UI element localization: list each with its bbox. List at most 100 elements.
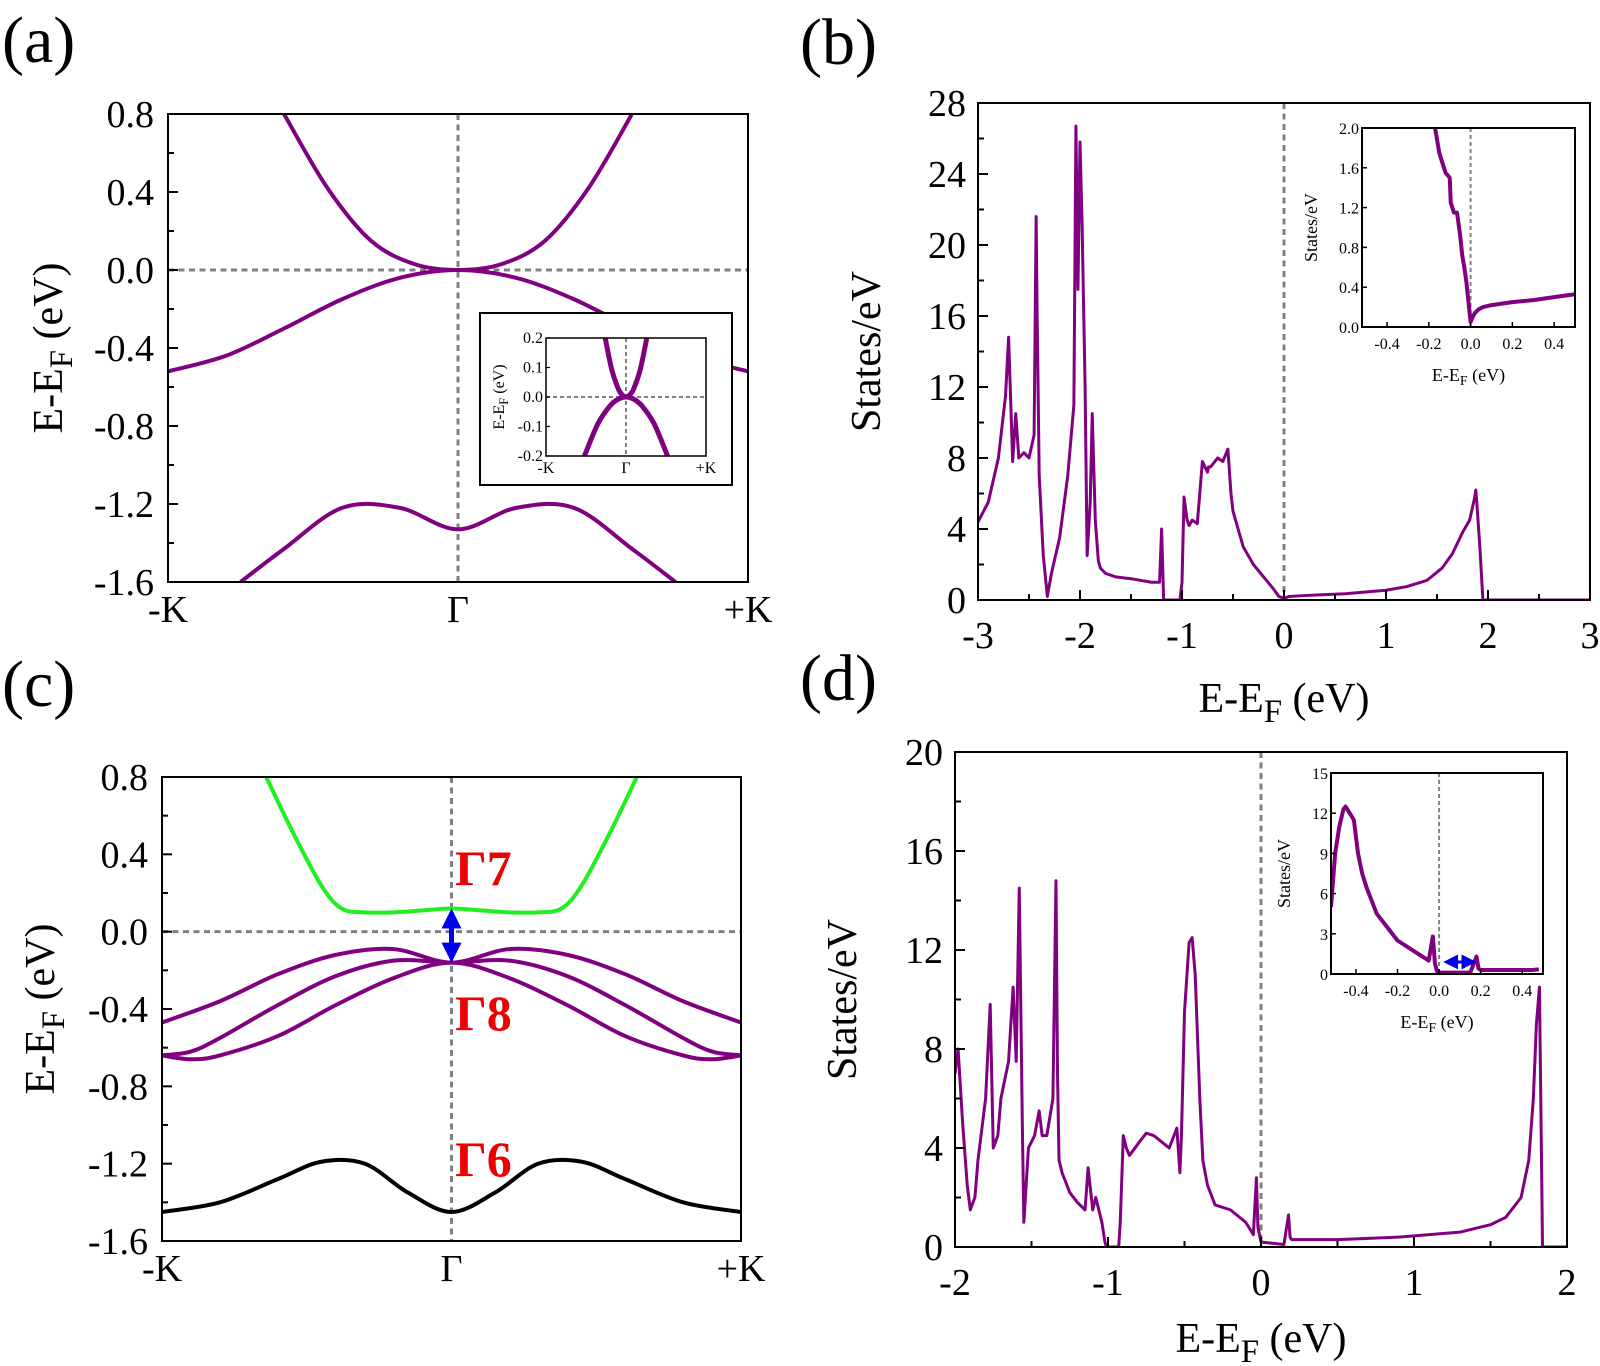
panel-c-label-gamma6: Γ6	[455, 1131, 512, 1187]
panel-c-ytick-label: -1.6	[88, 1221, 148, 1263]
panel-b-inset-ytick-label: 0.0	[1339, 320, 1359, 337]
panel-a-band-structure: 0.80.40.0-0.4-0.8-1.2-1.6-K Γ +KE-EF (eV) 0…	[26, 94, 773, 631]
panel-b-xtick-label: 0	[1275, 615, 1294, 657]
panel-a-ytick-label: 0.8	[107, 94, 155, 136]
panel-d-y-axis-title: States/eV	[820, 919, 866, 1080]
panel-c-ytick-label: 0.8	[101, 757, 149, 799]
panel-a-xtick-label: +K	[724, 589, 773, 631]
panel-a-xtick-label: Γ	[447, 589, 469, 631]
panel-d-inset-x-axis-title: E-EF (eV)	[1400, 1012, 1473, 1036]
panel-c-label-gamma7: Γ7	[455, 840, 512, 896]
panel-a-y-axis-title: E-EF (eV)	[26, 263, 80, 434]
panel-b-inset-dos-curve	[1433, 128, 1575, 325]
panel-d-inset-plot-frame	[1330, 772, 1544, 975]
panel-a-ytick-label: 0.4	[107, 172, 155, 214]
panel-b-inset-xtick-label: 0.4	[1544, 336, 1564, 353]
panel-d-inset-y-axis-title: States/eV	[1274, 839, 1294, 908]
panel-d-xtick-label: -1	[1092, 1262, 1124, 1304]
panel-c-ytick-label: -0.8	[88, 1066, 148, 1108]
panel-b-inset-ytick-label: 0.4	[1339, 280, 1359, 297]
panel-a-ytick-label: -0.8	[94, 406, 154, 448]
panel-b-ytick-label: 28	[928, 83, 966, 125]
panel-c-xtick-label: Γ	[441, 1248, 463, 1290]
panel-c-xtick-label: -K	[142, 1248, 183, 1290]
panel-a-ytick-label: -1.2	[94, 484, 154, 526]
panel-c-band-structure-soc: 0.8 0.4 0.0 -0.4 -0.8 -1.2 -1.6-K Γ +K E-EF (eV) Γ…	[18, 757, 766, 1290]
panel-b-x-axis-title: E-EF (eV)	[1199, 676, 1370, 730]
panel-d-xtick-label: -2	[939, 1262, 971, 1304]
panel-d-inset-dos-curve	[1331, 804, 1540, 974]
panel-d-inset-xtick-label: -0.2	[1385, 983, 1410, 1000]
panel-b-xtick-label: 1	[1377, 615, 1396, 657]
panel-d-ytick-label: 16	[905, 831, 943, 873]
panel-b-ytick-label: 16	[928, 296, 966, 338]
panel-label-a: (a)	[2, 4, 75, 77]
panel-c-ytick-label: 0.4	[101, 834, 149, 876]
panel-a-inset: 0.2 0.1 0.0 -0.1 -0.2-K Γ +K E-EF (eV)	[479, 312, 733, 486]
panel-c-gamma6-band	[162, 1157, 741, 1215]
panel-a-inset-xtick-label: Γ	[621, 460, 630, 477]
panel-a-inset-ytick-label: -0.2	[518, 448, 543, 465]
panel-b-inset-ytick-label: 2.0	[1339, 121, 1359, 138]
panel-d-ytick-label: 8	[924, 1029, 943, 1071]
panel-d-inset-background	[1331, 773, 1543, 974]
panel-d-ytick-label: 20	[905, 732, 943, 774]
panel-d-inset-ytick-label: 15	[1312, 766, 1328, 783]
panel-a-inset-xtick-label: +K	[696, 460, 717, 477]
panel-b-ytick-label: 20	[928, 225, 966, 267]
panel-a-inset-ytick-label: -0.1	[518, 419, 543, 436]
panel-c-ytick-label: -0.4	[88, 989, 148, 1031]
panel-c-label-gamma8: Γ8	[455, 985, 512, 1041]
panel-b-y-axis-title: States/eV	[844, 271, 890, 432]
panel-c-gamma8-band-3	[162, 960, 741, 1062]
panel-c-y-axis-title: E-EF (eV)	[18, 924, 72, 1095]
panel-b-ytick-label: 4	[947, 509, 966, 551]
panel-d-ytick-label: 12	[905, 930, 943, 972]
panel-d-inset-xtick-label: 0.0	[1429, 983, 1449, 1000]
panel-d-inset: 0 3 6 9 12 15 -0.4 -0.2 0.0 0.2 0.4 E-EF (eV) States…	[1274, 766, 1544, 1036]
panel-b-inset-ytick-label: 1.2	[1339, 201, 1359, 218]
panel-b-inset-ytick-label: 1.6	[1339, 161, 1359, 178]
panel-b-inset-plot-frame	[1361, 127, 1576, 328]
panel-b-inset: 0.0 0.4 0.8 1.2 1.6 2.0 -0.4 -0.2 0.0 0.2 0.4 E-EF …	[1301, 121, 1576, 389]
panel-d-xtick-label: 1	[1405, 1262, 1424, 1304]
panel-b-inset-x-axis-title: E-EF (eV)	[1432, 365, 1505, 389]
panel-d-inset-xtick-label: -0.4	[1343, 983, 1368, 1000]
panel-a-ytick-label: -0.4	[94, 328, 154, 370]
panel-d-inset-ytick-label: 12	[1312, 806, 1328, 823]
panel-d-inset-xtick-label: 0.2	[1471, 983, 1491, 1000]
panel-b-inset-xtick-label: -0.2	[1416, 336, 1441, 353]
panel-a-band-3	[239, 501, 677, 582]
panel-b-ytick-label: 0	[947, 580, 966, 622]
panel-c-xtick-label: +K	[717, 1248, 766, 1290]
panel-a-inset-ytick-label: 0.2	[523, 330, 543, 347]
panel-b-dos-curve	[978, 124, 1590, 600]
panel-a-inset-ytick-label: 0.1	[523, 360, 543, 377]
panel-d-ytick-label: 4	[924, 1128, 943, 1170]
panel-d-ytick-label: 0	[924, 1227, 943, 1269]
panel-d-inset-ytick-label: 0	[1320, 967, 1328, 984]
panel-d-inset-ytick-label: 6	[1320, 887, 1328, 904]
panel-c-ytick-label: 0.0	[101, 912, 149, 954]
panel-b-xtick-label: 2	[1479, 615, 1498, 657]
panel-d-inset-xtick-label: 0.4	[1512, 983, 1532, 1000]
panel-d-xtick-label: 2	[1558, 1262, 1577, 1304]
panel-b-xtick-label: -3	[962, 615, 994, 657]
panel-a-inset-xtick-label: -K	[538, 460, 555, 477]
panel-b-xtick-label: -1	[1166, 615, 1198, 657]
panel-label-c: (c)	[2, 648, 75, 721]
panel-d-inset-ytick-label: 3	[1320, 927, 1328, 944]
panel-a-ytick-label: 0.0	[107, 250, 155, 292]
panel-b-ytick-label: 12	[928, 367, 966, 409]
panel-a-inset-band-2	[582, 394, 670, 456]
panel-b-inset-xtick-label: -0.4	[1374, 336, 1399, 353]
panel-a-xtick-label: -K	[148, 589, 189, 631]
panel-b-xtick-label: -2	[1064, 615, 1096, 657]
panel-label-d: (d)	[800, 642, 877, 715]
panel-d-inset-ytick-label: 9	[1320, 846, 1328, 863]
panel-b-ytick-label: 24	[928, 154, 966, 196]
panel-d-xtick-label: 0	[1252, 1262, 1271, 1304]
